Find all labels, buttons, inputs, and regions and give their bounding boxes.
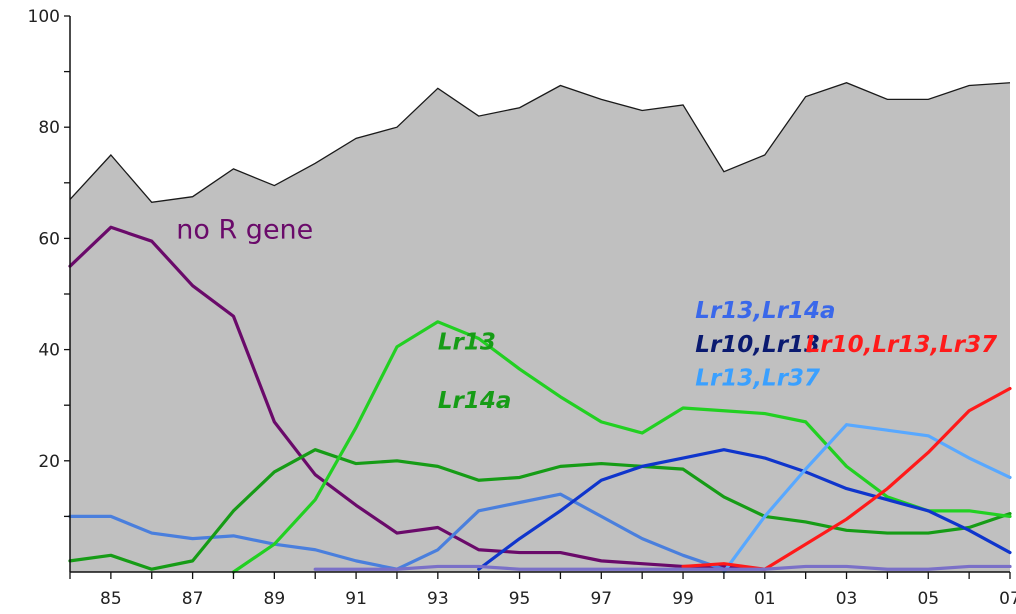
area-outline <box>69 82 1011 203</box>
series-line-1 <box>68 514 399 571</box>
x-tick-label: 93 <box>427 589 449 609</box>
x-tick-label: 05 <box>917 589 939 609</box>
y-tick-label: 20 <box>38 452 60 472</box>
annotation-label: Lr14a <box>438 388 512 414</box>
y-tick-label: 40 <box>38 341 60 361</box>
annotation-label: Lr13 <box>438 330 496 356</box>
x-tick-label: 95 <box>509 589 531 609</box>
series-line-7 <box>722 423 1012 574</box>
x-tick-label: 91 <box>345 589 367 609</box>
x-tick-label: 97 <box>590 589 612 609</box>
area-fill <box>70 82 1010 572</box>
x-tick-label: 89 <box>264 589 286 609</box>
y-tick-label: 100 <box>28 7 60 27</box>
y-tick-label: 60 <box>38 229 60 249</box>
x-tick-label: 99 <box>672 589 694 609</box>
y-tick-label: 80 <box>38 118 60 138</box>
series-line-3 <box>68 448 1012 571</box>
series-line-8 <box>681 386 1012 571</box>
annotation-label: no R gene <box>176 214 313 245</box>
series-line-9 <box>313 564 1012 571</box>
annotation-label: Lr13,Lr14a <box>695 298 835 324</box>
x-tick-label: 07 <box>999 589 1016 609</box>
annotation-label: Lr10,Lr13,Lr37 <box>806 332 998 358</box>
series-line-5 <box>395 492 726 571</box>
x-tick-label: 03 <box>836 589 858 609</box>
x-tick-label: 87 <box>182 589 204 609</box>
series-line-2 <box>68 225 767 571</box>
annotation-label: Lr13,Lr37 <box>695 366 820 392</box>
x-tick-label: 01 <box>754 589 776 609</box>
annotation-label: Lr10,Lr13 <box>695 332 820 358</box>
series-line-6 <box>477 448 1012 571</box>
x-tick-label: 85 <box>100 589 122 609</box>
